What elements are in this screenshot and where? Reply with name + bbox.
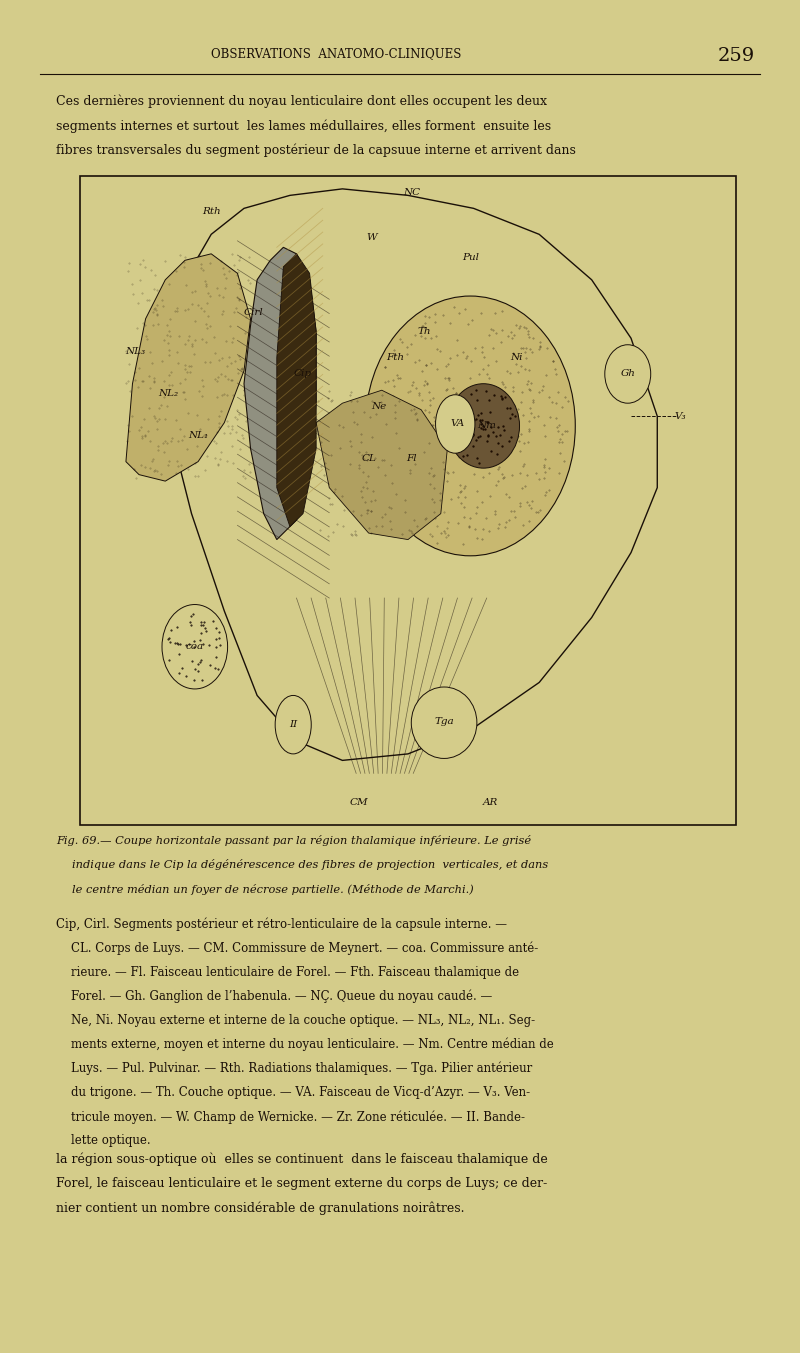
Text: NC: NC: [402, 188, 420, 196]
Ellipse shape: [605, 345, 650, 403]
Text: la région sous-optique où  elles se continuent  dans le faisceau thalamique de: la région sous-optique où elles se conti…: [56, 1153, 548, 1166]
Polygon shape: [244, 248, 316, 540]
Text: Th: Th: [418, 327, 431, 337]
Polygon shape: [277, 254, 316, 526]
Text: Nm: Nm: [478, 421, 496, 430]
Text: CL. Corps de Luys. — CM. Commissure de Meynert. — coa. Commissure anté-: CL. Corps de Luys. — CM. Commissure de M…: [56, 942, 538, 955]
Text: fibres transversales du segment postérieur de la capsuue interne et arrivent dan: fibres transversales du segment postérie…: [56, 143, 576, 157]
Text: CL: CL: [362, 453, 376, 463]
Text: Ne, Ni. Noyau externe et interne de la couche optique. — NL₃, NL₂, NL₁. Seg-: Ne, Ni. Noyau externe et interne de la c…: [56, 1013, 535, 1027]
Ellipse shape: [447, 384, 519, 468]
Text: Gh: Gh: [620, 369, 635, 379]
Bar: [80, 176, 736, 825]
Text: Forel, le faisceau lenticulaire et le segment externe du corps de Luys; ce der-: Forel, le faisceau lenticulaire et le se…: [56, 1177, 547, 1191]
Text: Fl: Fl: [406, 453, 417, 463]
Polygon shape: [316, 390, 447, 540]
Text: Ces dernières proviennent du noyau lenticulaire dont elles occupent les deux: Ces dernières proviennent du noyau lenti…: [56, 95, 547, 108]
Text: Ni: Ni: [510, 353, 522, 363]
Text: segments internes et surtout  les lames médullaires, elles forment  ensuite les: segments internes et surtout les lames m…: [56, 119, 551, 133]
Ellipse shape: [275, 695, 311, 754]
Text: indique dans le Cip la dégénérescence des fibres de projection  verticales, et d: indique dans le Cip la dégénérescence de…: [72, 859, 548, 870]
Text: Rth: Rth: [202, 207, 221, 216]
Text: V₃: V₃: [674, 411, 686, 421]
Text: VA: VA: [450, 419, 464, 429]
Text: coa: coa: [186, 643, 204, 651]
Text: le centre médian un foyer de nécrose partielle. (Méthode de Marchi.): le centre médian un foyer de nécrose par…: [72, 884, 474, 894]
Ellipse shape: [435, 395, 475, 453]
Text: Pul: Pul: [462, 253, 479, 261]
Text: Cip, Cirl. Segments postérieur et rétro-lenticulaire de la capsule interne. —: Cip, Cirl. Segments postérieur et rétro-…: [56, 917, 507, 931]
Polygon shape: [126, 254, 250, 482]
Text: W: W: [366, 233, 378, 242]
Text: tricule moyen. — W. Champ de Wernicke. — Zr. Zone réticulée. — II. Bande-: tricule moyen. — W. Champ de Wernicke. —…: [56, 1109, 525, 1123]
Text: Fig. 69.— Coupe horizontale passant par la région thalamique inférieure. Le gris: Fig. 69.— Coupe horizontale passant par …: [56, 835, 531, 846]
Text: AR: AR: [482, 798, 498, 808]
Ellipse shape: [366, 296, 575, 556]
Text: Forel. — Gh. Ganglion de l’habenula. — NÇ. Queue du noyau caudé. —: Forel. — Gh. Ganglion de l’habenula. — N…: [56, 989, 492, 1003]
Text: CM: CM: [350, 798, 368, 808]
Text: Cip: Cip: [294, 369, 312, 379]
Text: NL₁: NL₁: [188, 432, 208, 440]
Ellipse shape: [162, 605, 228, 689]
Text: Cirl: Cirl: [244, 307, 264, 317]
Text: du trigone. — Th. Couche optique. — VA. Faisceau de Vicq-d’Azyr. — V₃. Ven-: du trigone. — Th. Couche optique. — VA. …: [56, 1086, 530, 1099]
Text: Ne: Ne: [371, 402, 386, 411]
Text: Fth: Fth: [386, 353, 404, 363]
Text: 259: 259: [718, 47, 754, 65]
Text: nier contient un nombre considérable de granulations noirâtres.: nier contient un nombre considérable de …: [56, 1201, 465, 1215]
Text: NL₃: NL₃: [126, 346, 146, 356]
Text: Luys. — Pul. Pulvinar. — Rth. Radiations thalamiques. — Tga. Pilier antérieur: Luys. — Pul. Pulvinar. — Rth. Radiations…: [56, 1062, 532, 1076]
Text: NL₂: NL₂: [158, 388, 178, 398]
Text: lette optique.: lette optique.: [56, 1134, 150, 1147]
Text: OBSERVATIONS  ANATOMO-CLINIQUES: OBSERVATIONS ANATOMO-CLINIQUES: [211, 47, 461, 61]
Text: Tga: Tga: [434, 717, 454, 727]
Ellipse shape: [411, 687, 477, 759]
Text: ments externe, moyen et interne du noyau lenticulaire. — Nm. Centre médian de: ments externe, moyen et interne du noyau…: [56, 1038, 554, 1051]
Text: rieure. — Fl. Faisceau lenticulaire de Forel. — Fth. Faisceau thalamique de: rieure. — Fl. Faisceau lenticulaire de F…: [56, 966, 519, 978]
Text: II: II: [289, 720, 298, 729]
